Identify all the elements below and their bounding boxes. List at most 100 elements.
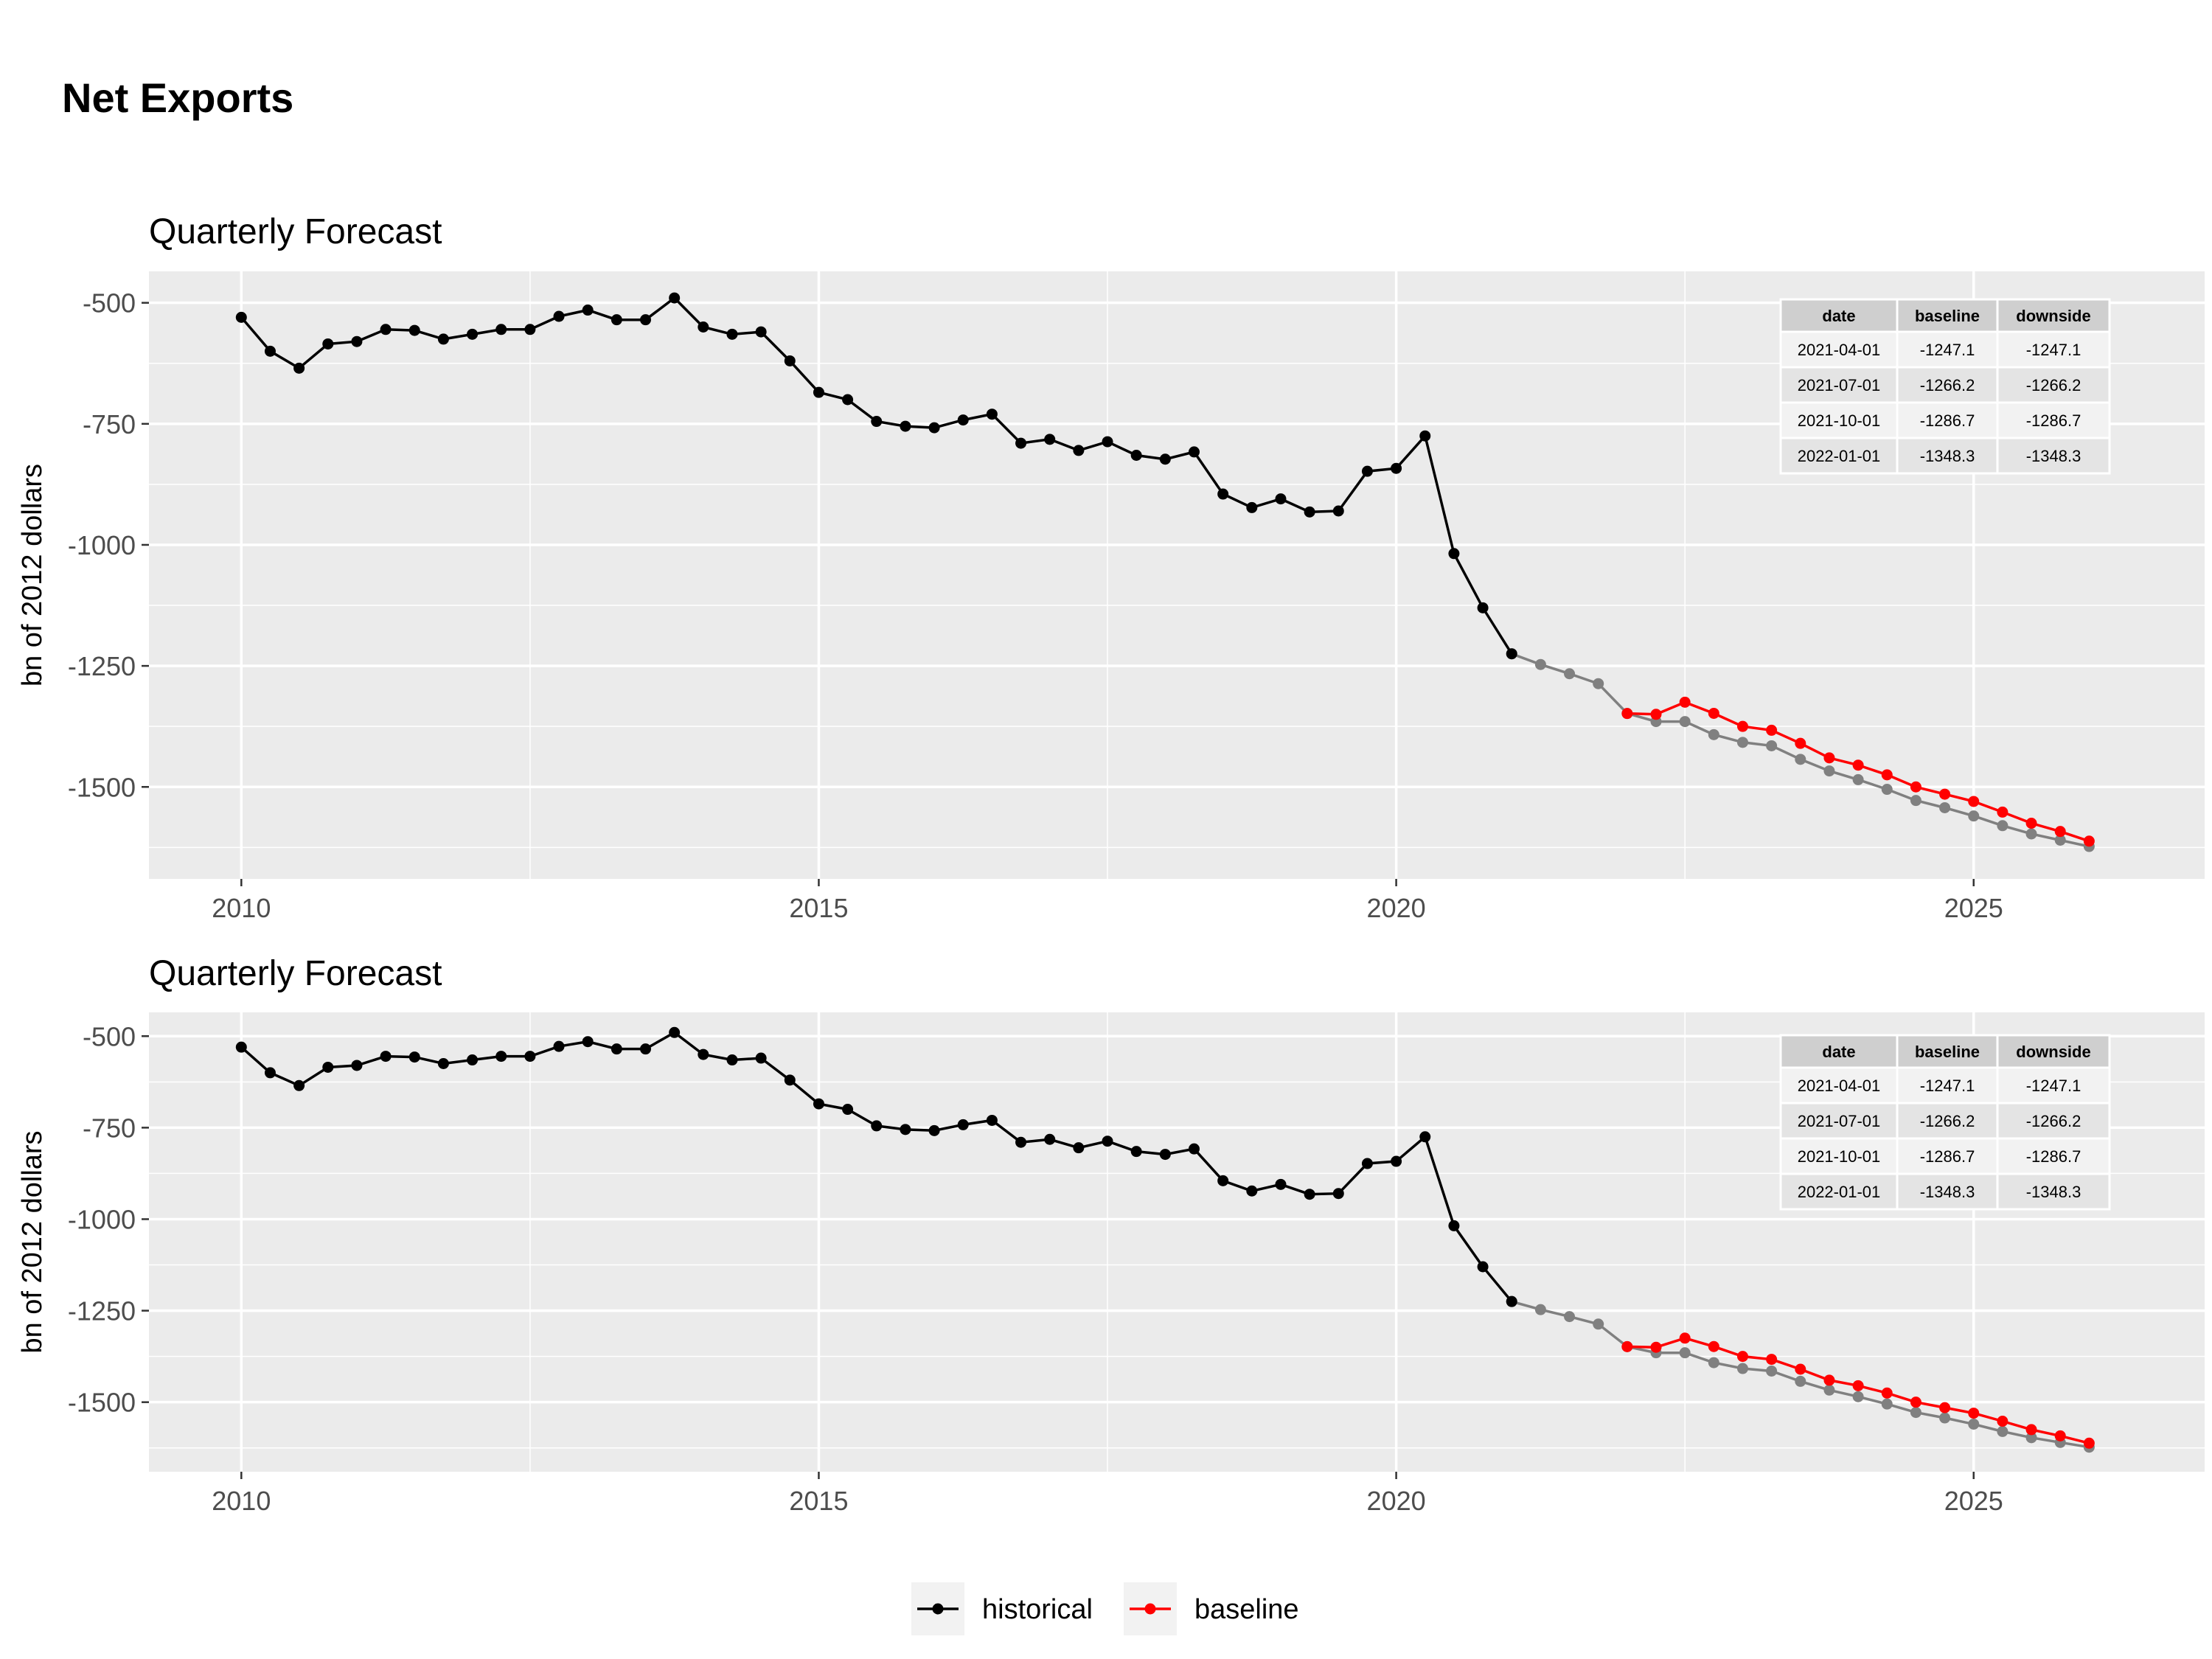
forecast-table: date baseline downside 2021-04-01 -1247.1 -12…	[1779, 298, 2111, 475]
data-point-historical	[264, 1067, 276, 1079]
table-cell: -1247.1	[1920, 341, 1975, 359]
data-point-historical	[1477, 602, 1489, 613]
data-point-historical	[957, 1119, 969, 1130]
data-point-historical	[842, 394, 854, 406]
data-point-historical	[408, 324, 420, 336]
table-cell: 2021-07-01	[1798, 376, 1881, 394]
table-cell: -1348.3	[2026, 447, 2081, 465]
data-point-historical	[1391, 462, 1402, 474]
table-cell-bg	[1896, 1102, 1999, 1140]
data-point-downside	[1708, 1357, 1719, 1368]
data-point-historical	[1015, 1136, 1027, 1148]
data-point-historical	[928, 1124, 940, 1136]
table-cell: 2021-10-01	[1798, 411, 1881, 430]
data-point-historical	[322, 338, 334, 349]
data-point-downside	[2025, 828, 2037, 840]
table-header-date: date	[1822, 307, 1855, 325]
data-point-baseline	[1881, 1387, 1893, 1399]
data-point-historical	[1217, 488, 1229, 500]
data-point-baseline	[1621, 708, 1633, 720]
data-point-historical	[1419, 430, 1431, 442]
series-baseline	[1621, 1332, 2095, 1449]
data-point-historical	[871, 416, 883, 428]
data-point-historical	[871, 1120, 883, 1132]
table-header-date: date	[1822, 1043, 1855, 1061]
data-point-historical	[524, 1051, 536, 1062]
data-point-baseline	[1679, 696, 1691, 708]
data-point-downside	[1968, 1418, 1980, 1430]
table-cell: -1266.2	[2026, 1112, 2081, 1130]
data-point-downside	[1795, 754, 1806, 765]
data-point-historical	[957, 414, 969, 426]
page-title: Net Exports	[62, 74, 294, 121]
data-point-historical	[1275, 1178, 1287, 1190]
data-point-historical	[842, 1104, 854, 1116]
data-point-downside	[1910, 795, 1921, 807]
data-point-downside	[1968, 810, 1980, 822]
data-point-historical	[495, 324, 507, 335]
data-point-baseline	[1708, 1340, 1719, 1352]
table-cell: -1348.3	[1920, 1183, 1975, 1201]
table-cell-bg	[1996, 1066, 2111, 1105]
data-point-historical	[437, 1057, 449, 1069]
table-cell-bg	[1896, 437, 1999, 475]
y-tick-label: -750	[83, 409, 136, 439]
table-cell: 2021-10-01	[1798, 1147, 1881, 1166]
table-cell-bg	[1996, 437, 2111, 475]
data-point-downside	[1564, 668, 1576, 680]
data-point-baseline	[1997, 806, 2008, 818]
data-point-downside	[1997, 1425, 2008, 1437]
data-point-historical	[1188, 1143, 1200, 1155]
table-cell-bg	[1896, 1172, 1999, 1211]
data-point-historical	[1159, 453, 1171, 465]
data-point-historical	[669, 292, 681, 304]
table-cell-bg	[1779, 437, 1899, 475]
data-point-historical	[495, 1051, 507, 1062]
data-point-historical	[1506, 648, 1517, 660]
data-point-historical	[1448, 548, 1460, 560]
y-tick-label: -750	[83, 1113, 136, 1143]
data-point-baseline	[2025, 817, 2037, 829]
table-cell: -1286.7	[2026, 1147, 2081, 1166]
data-point-downside	[1708, 728, 1719, 740]
y-tick-label: -1500	[68, 772, 136, 802]
data-point-downside	[2054, 834, 2066, 846]
data-point-baseline	[1650, 1341, 1662, 1353]
data-point-historical	[408, 1051, 420, 1063]
x-tick-label: 2025	[1944, 893, 2003, 923]
data-point-historical	[726, 1054, 738, 1066]
data-point-baseline	[1736, 720, 1748, 732]
chart-panel-1: Quarterly Forecast 2010 2015 2020 2025 -500 -7…	[17, 212, 2205, 923]
data-point-downside	[1823, 1384, 1835, 1396]
data-point-historical	[1130, 449, 1142, 461]
data-point-historical	[986, 408, 998, 420]
data-point-downside	[1823, 765, 1835, 777]
data-point-historical	[467, 328, 479, 340]
data-point-historical	[640, 1043, 652, 1055]
y-tick-label: -1250	[68, 651, 136, 681]
data-point-historical	[380, 324, 392, 335]
table-cell: 2022-01-01	[1798, 447, 1881, 465]
table-header-cell	[1996, 298, 2111, 333]
data-point-historical	[582, 305, 594, 316]
table-header-downside: downside	[2016, 1043, 2090, 1061]
data-point-historical	[1044, 1133, 1056, 1145]
data-point-baseline	[1968, 1408, 1980, 1419]
data-point-baseline	[1766, 724, 1778, 736]
data-point-baseline	[1852, 759, 1864, 771]
chart-subtitle: Quarterly Forecast	[149, 954, 442, 993]
data-point-historical	[784, 1074, 796, 1086]
data-point-baseline	[1997, 1415, 2008, 1427]
table-cell-bg	[1996, 1102, 2111, 1140]
data-point-baseline	[1795, 737, 1806, 749]
data-point-baseline	[1736, 1351, 1748, 1363]
data-point-historical	[813, 386, 824, 398]
table-cell-bg	[1896, 366, 1999, 404]
chart-subtitle: Quarterly Forecast	[149, 212, 442, 251]
table-header-downside: downside	[2016, 307, 2090, 325]
data-point-historical	[784, 355, 796, 366]
table-cell: -1286.7	[1920, 411, 1975, 430]
data-point-historical	[351, 335, 363, 347]
y-tick-label: -1250	[68, 1296, 136, 1326]
